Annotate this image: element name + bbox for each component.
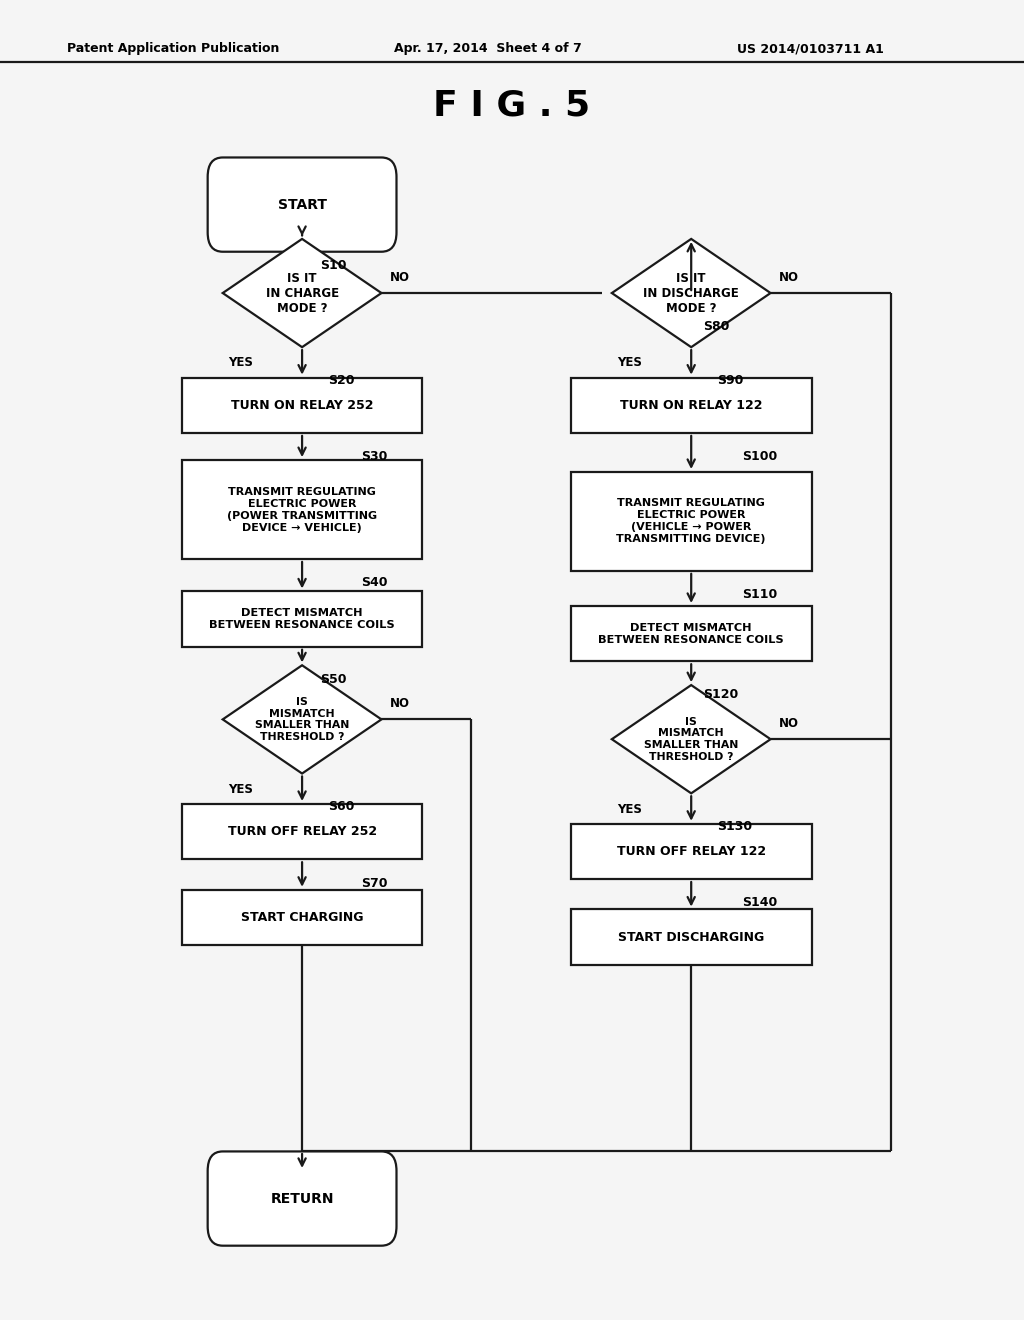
FancyBboxPatch shape xyxy=(182,804,422,859)
Text: IS
MISMATCH
SMALLER THAN
THRESHOLD ?: IS MISMATCH SMALLER THAN THRESHOLD ? xyxy=(255,697,349,742)
FancyBboxPatch shape xyxy=(571,378,812,433)
Text: YES: YES xyxy=(227,356,253,370)
Text: TURN OFF RELAY 252: TURN OFF RELAY 252 xyxy=(227,825,377,838)
Text: US 2014/0103711 A1: US 2014/0103711 A1 xyxy=(737,42,884,55)
Text: YES: YES xyxy=(616,356,642,370)
Text: S40: S40 xyxy=(360,577,387,589)
Text: Patent Application Publication: Patent Application Publication xyxy=(67,42,279,55)
Text: START CHARGING: START CHARGING xyxy=(241,911,364,924)
Text: S120: S120 xyxy=(703,688,738,701)
Text: S90: S90 xyxy=(717,374,743,387)
Text: IS IT
IN CHARGE
MODE ?: IS IT IN CHARGE MODE ? xyxy=(265,272,339,314)
Text: RETURN: RETURN xyxy=(270,1192,334,1205)
Text: START: START xyxy=(278,198,327,211)
Text: F I G . 5: F I G . 5 xyxy=(433,88,591,123)
Polygon shape xyxy=(612,239,771,347)
FancyBboxPatch shape xyxy=(571,824,812,879)
Text: NO: NO xyxy=(389,697,410,710)
FancyBboxPatch shape xyxy=(208,157,396,252)
Text: NO: NO xyxy=(779,717,799,730)
FancyBboxPatch shape xyxy=(182,890,422,945)
Text: S100: S100 xyxy=(741,450,777,463)
Text: TURN OFF RELAY 122: TURN OFF RELAY 122 xyxy=(616,845,766,858)
Text: TRANSMIT REGULATING
ELECTRIC POWER
(VEHICLE → POWER
TRANSMITTING DEVICE): TRANSMIT REGULATING ELECTRIC POWER (VEHI… xyxy=(616,499,766,544)
Text: DETECT MISMATCH
BETWEEN RESONANCE COILS: DETECT MISMATCH BETWEEN RESONANCE COILS xyxy=(598,623,784,644)
Text: S70: S70 xyxy=(360,876,387,890)
Text: IS IT
IN DISCHARGE
MODE ?: IS IT IN DISCHARGE MODE ? xyxy=(643,272,739,314)
Text: TURN ON RELAY 252: TURN ON RELAY 252 xyxy=(230,399,374,412)
Text: YES: YES xyxy=(227,783,253,796)
Text: START DISCHARGING: START DISCHARGING xyxy=(618,931,764,944)
Text: S20: S20 xyxy=(328,374,354,387)
Text: S80: S80 xyxy=(703,319,730,333)
Text: S50: S50 xyxy=(321,673,347,686)
FancyBboxPatch shape xyxy=(182,591,422,647)
FancyBboxPatch shape xyxy=(571,606,812,661)
Text: TRANSMIT REGULATING
ELECTRIC POWER
(POWER TRANSMITTING
DEVICE → VEHICLE): TRANSMIT REGULATING ELECTRIC POWER (POWE… xyxy=(227,487,377,532)
Text: S130: S130 xyxy=(717,820,752,833)
Text: S10: S10 xyxy=(321,259,347,272)
Polygon shape xyxy=(222,239,381,347)
Text: TURN ON RELAY 122: TURN ON RELAY 122 xyxy=(620,399,763,412)
Text: YES: YES xyxy=(616,803,642,816)
Text: S140: S140 xyxy=(741,896,777,909)
Polygon shape xyxy=(222,665,381,774)
FancyBboxPatch shape xyxy=(182,461,422,560)
Text: S60: S60 xyxy=(328,800,354,813)
FancyBboxPatch shape xyxy=(208,1151,396,1246)
Text: IS
MISMATCH
SMALLER THAN
THRESHOLD ?: IS MISMATCH SMALLER THAN THRESHOLD ? xyxy=(644,717,738,762)
FancyBboxPatch shape xyxy=(571,909,812,965)
Text: S30: S30 xyxy=(360,450,387,463)
FancyBboxPatch shape xyxy=(182,378,422,433)
Text: Apr. 17, 2014  Sheet 4 of 7: Apr. 17, 2014 Sheet 4 of 7 xyxy=(394,42,582,55)
FancyBboxPatch shape xyxy=(571,473,812,570)
Text: DETECT MISMATCH
BETWEEN RESONANCE COILS: DETECT MISMATCH BETWEEN RESONANCE COILS xyxy=(209,609,395,630)
Text: NO: NO xyxy=(779,271,799,284)
Text: NO: NO xyxy=(389,271,410,284)
Polygon shape xyxy=(612,685,771,793)
Text: S110: S110 xyxy=(741,589,777,601)
